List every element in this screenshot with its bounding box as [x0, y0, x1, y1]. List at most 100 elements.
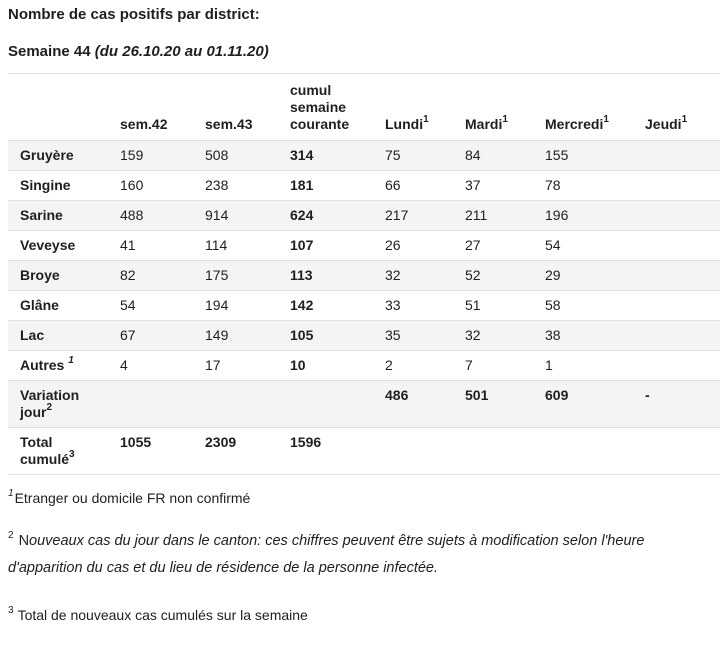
footnote-2-lead: N	[18, 533, 30, 549]
footnote-1: 1Etranger ou domicile FR non confirmé	[8, 489, 706, 508]
footnote-marker: 1	[502, 114, 508, 126]
cell-jeudi	[633, 140, 720, 171]
cell-sem42: 54	[108, 290, 193, 321]
cell-mardi: 501	[453, 380, 533, 428]
table-body: Gruyère 159 508 314 75 84 155 Singine 16…	[8, 140, 720, 475]
footnote-2-marker: 2	[8, 530, 14, 542]
cell-sem42: 159	[108, 140, 193, 171]
cell-lundi: 486	[373, 380, 453, 428]
footnote-marker: 1	[681, 114, 688, 126]
cell-jeudi	[633, 320, 720, 351]
cell-sem43: 114	[193, 230, 278, 261]
row-label: Autres 1	[8, 350, 108, 381]
table-header: sem.42 sem.43 cumul semaine courante Lun…	[8, 73, 720, 141]
cell-mardi: 7	[453, 350, 533, 381]
cell-sem42: 41	[108, 230, 193, 261]
cell-lundi: 66	[373, 170, 453, 201]
cell-mercredi: 155	[533, 140, 633, 171]
table-row-gruyere: Gruyère 159 508 314 75 84 155	[8, 140, 720, 171]
cell-mercredi: 78	[533, 170, 633, 201]
row-label: Singine	[8, 170, 108, 201]
col-header-mercredi: Mercredi1	[533, 73, 633, 141]
week-label: Semaine 44	[8, 43, 91, 60]
header-row: sem.42 sem.43 cumul semaine courante Lun…	[8, 73, 720, 141]
cell-mercredi	[533, 427, 633, 475]
row-label: Variation jour2	[8, 380, 108, 428]
cell-lundi: 26	[373, 230, 453, 261]
cell-sem43: 2309	[193, 427, 278, 475]
cell-mardi: 27	[453, 230, 533, 261]
cell-mardi: 51	[453, 290, 533, 321]
cell-mardi: 211	[453, 200, 533, 231]
cell-sem42: 67	[108, 320, 193, 351]
cell-mardi: 84	[453, 140, 533, 171]
cell-mardi: 52	[453, 260, 533, 291]
footnote-3-text: Total de nouveaux cas cumulés sur la sem…	[17, 607, 308, 623]
cell-mardi: 32	[453, 320, 533, 351]
cell-jeudi	[633, 170, 720, 201]
table-row-broye: Broye 82 175 113 32 52 29	[8, 260, 720, 291]
cell-sem43: 508	[193, 140, 278, 171]
cell-lundi: 75	[373, 140, 453, 171]
week-range: (du 26.10.20 au 01.11.20)	[94, 43, 269, 60]
cell-cumul: 105	[278, 320, 373, 351]
cell-mercredi: 38	[533, 320, 633, 351]
footnote-marker: 1	[423, 114, 429, 126]
cell-mardi	[453, 427, 533, 475]
col-header-mardi: Mardi1	[453, 73, 533, 141]
cell-sem43: 17	[193, 350, 278, 381]
cell-mercredi: 1	[533, 350, 633, 381]
cell-cumul: 181	[278, 170, 373, 201]
cell-jeudi: -	[633, 380, 720, 428]
col-header-lundi: Lundi1	[373, 73, 453, 141]
cell-sem43: 149	[193, 320, 278, 351]
cell-sem42: 1055	[108, 427, 193, 475]
cell-cumul: 1596	[278, 427, 373, 475]
cell-cumul: 113	[278, 260, 373, 291]
cell-cumul	[278, 380, 373, 428]
footnote-marker: 1	[603, 114, 609, 126]
cell-sem43: 238	[193, 170, 278, 201]
cell-cumul: 624	[278, 200, 373, 231]
table-row-variation-jour: Variation jour2 486 501 609 -	[8, 380, 720, 428]
cell-lundi: 33	[373, 290, 453, 321]
cell-cumul: 10	[278, 350, 373, 381]
cell-lundi: 35	[373, 320, 453, 351]
cell-sem43: 914	[193, 200, 278, 231]
footnote-marker: 2	[46, 402, 53, 414]
cell-cumul: 142	[278, 290, 373, 321]
cell-jeudi	[633, 200, 720, 231]
cell-lundi: 217	[373, 200, 453, 231]
row-label: Gruyère	[8, 140, 108, 171]
table-row-veveyse: Veveyse 41 114 107 26 27 54	[8, 230, 720, 261]
cases-table: sem.42 sem.43 cumul semaine courante Lun…	[8, 73, 720, 475]
footnote-2-text: ouveaux cas du jour dans le canton: ces …	[8, 533, 645, 576]
cell-sem42: 160	[108, 170, 193, 201]
row-label: Lac	[8, 320, 108, 351]
cell-jeudi	[633, 230, 720, 261]
cell-mercredi: 196	[533, 200, 633, 231]
footnote-1-marker: 1	[8, 488, 14, 500]
cell-cumul: 314	[278, 140, 373, 171]
cell-sem43	[193, 380, 278, 428]
row-label: Broye	[8, 260, 108, 291]
table-row-singine: Singine 160 238 181 66 37 78	[8, 170, 720, 201]
col-header-sem43: sem.43	[193, 73, 278, 141]
table-row-total-cumule: Total cumulé3 1055 2309 1596	[8, 427, 720, 475]
table-row-lac: Lac 67 149 105 35 32 38	[8, 320, 720, 351]
row-label: Glâne	[8, 290, 108, 321]
cell-cumul: 107	[278, 230, 373, 261]
footnote-1-text: Etranger ou domicile FR non confirmé	[14, 490, 251, 506]
cell-jeudi	[633, 350, 720, 381]
col-header-sem42: sem.42	[108, 73, 193, 141]
col-header-district	[8, 73, 108, 141]
cell-mercredi: 609	[533, 380, 633, 428]
cell-mardi: 37	[453, 170, 533, 201]
cell-sem42	[108, 380, 193, 428]
footnote-3: 3 Total de nouveaux cas cumulés sur la se…	[8, 606, 706, 625]
col-header-jeudi: Jeudi1	[633, 73, 720, 141]
subtitle: Semaine 44 (du 26.10.20 au 01.11.20)	[8, 42, 720, 61]
cell-sem43: 194	[193, 290, 278, 321]
footnote-marker: 3	[69, 449, 75, 461]
